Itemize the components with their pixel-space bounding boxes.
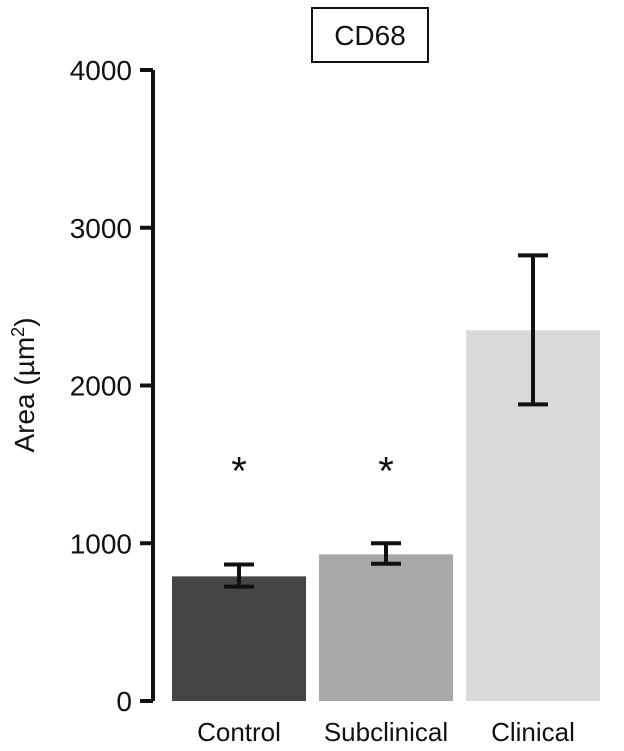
y-axis-title: Area (µm2) [8, 317, 40, 452]
error-bar-control [224, 562, 254, 589]
error-bar-clinical [518, 253, 548, 407]
bar-subclinical [319, 554, 453, 701]
chart-title: CD68 [334, 20, 406, 51]
y-axis-title-suffix: ) [9, 317, 40, 326]
x-tick-label: Clinical [491, 717, 575, 747]
x-axis-labels: Control Subclinical Clinical [197, 717, 575, 747]
y-tick-label: 1000 [70, 528, 132, 559]
bar-control [172, 576, 306, 701]
y-axis: 0 1000 2000 3000 4000 [70, 55, 155, 717]
y-tick-label: 0 [116, 686, 132, 717]
x-tick-label: Control [197, 717, 281, 747]
chart-title-box: CD68 [311, 7, 429, 63]
y-tick-label: 4000 [70, 55, 132, 86]
y-axis-title-text: Area (µm [9, 337, 40, 453]
significance-asterisk: * [231, 449, 247, 493]
significance-asterisk: * [378, 449, 394, 493]
y-tick-label: 3000 [70, 213, 132, 244]
y-tick-label: 2000 [70, 371, 132, 402]
error-bars-group [224, 253, 548, 589]
x-tick-label: Subclinical [324, 717, 448, 747]
error-bar-subclinical [371, 541, 401, 566]
bars-group [172, 330, 600, 701]
annotations-group: * * [231, 449, 394, 493]
y-axis-title-superscript: 2 [8, 327, 28, 337]
